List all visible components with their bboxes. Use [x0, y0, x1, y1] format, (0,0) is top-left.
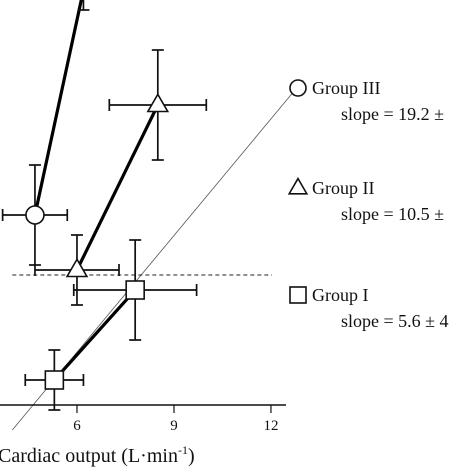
square-data-point — [125, 280, 145, 300]
legend-triangle-slope: slope = 10.5 ± — [341, 204, 444, 224]
triangle-data-point — [146, 92, 170, 113]
triangle-series-line — [75, 104, 160, 271]
circle-data-point — [25, 205, 45, 225]
square-series-line — [53, 288, 137, 382]
legend-circle-label: Group III — [312, 78, 380, 98]
x-axis-label: Cardiac output (L·min-1) — [0, 443, 195, 467]
triangle-data-point — [65, 257, 89, 278]
legend-square-icon — [289, 286, 307, 304]
legend-triangle-icon — [287, 176, 309, 195]
legend-circle-icon — [289, 79, 307, 97]
legend-square-slope: slope = 5.6 ± 4 — [341, 311, 449, 331]
legend-square-label: Group I — [312, 285, 369, 305]
x-tick-label: 12 — [263, 418, 278, 434]
legend-triangle-label: Group II — [312, 178, 374, 198]
x-tick-label: 6 — [73, 418, 81, 434]
x-tick-label: 9 — [170, 418, 178, 434]
legend-circle-slope: slope = 19.2 ± — [341, 104, 444, 124]
square-data-point — [44, 370, 65, 390]
circle-series-line — [33, 0, 83, 216]
